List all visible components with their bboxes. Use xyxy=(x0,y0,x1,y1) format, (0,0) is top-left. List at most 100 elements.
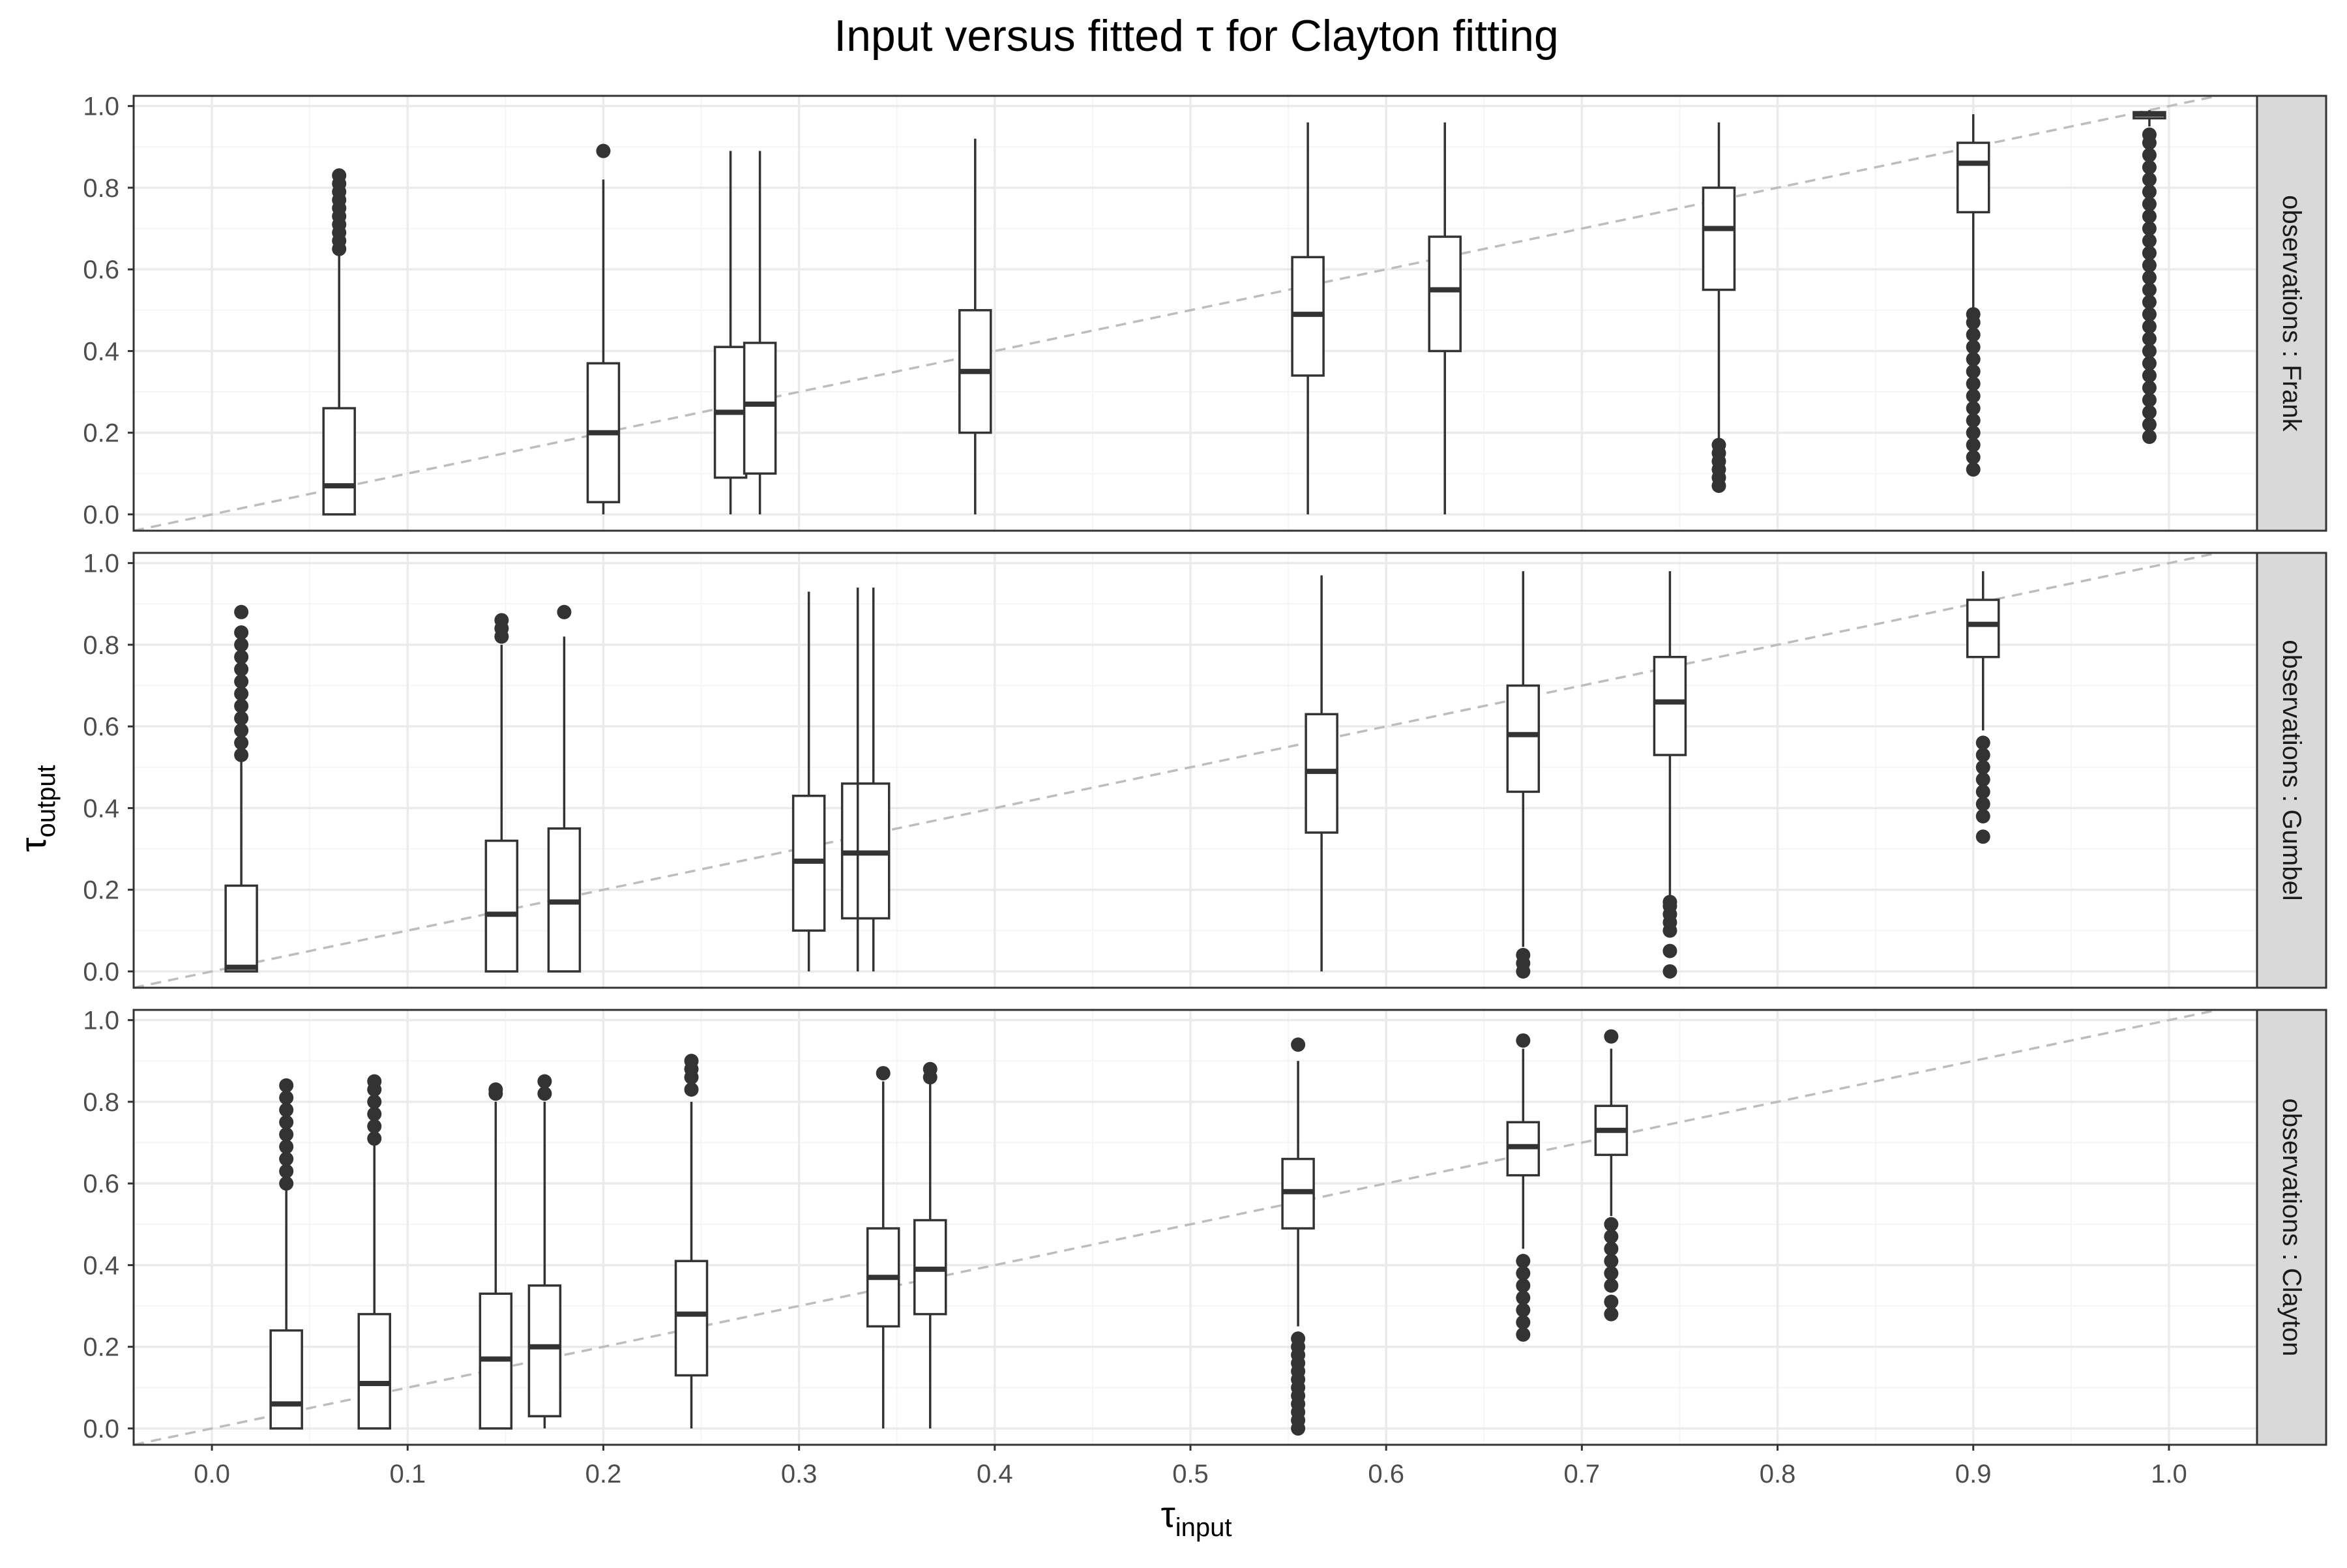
outlier-point xyxy=(279,1176,294,1191)
y-tick-label: 0.8 xyxy=(83,1088,119,1117)
box-iqr xyxy=(1956,141,1990,214)
outlier-point xyxy=(488,1082,503,1097)
y-tick-label: 0.2 xyxy=(83,419,119,448)
boxplot-10 xyxy=(1966,571,2000,844)
box-iqr xyxy=(1428,235,1462,353)
outlier-point xyxy=(367,1074,382,1089)
panel-background xyxy=(134,553,2257,988)
outlier-point xyxy=(2142,196,2157,211)
y-tick-label: 0.4 xyxy=(83,337,119,366)
outlier-point xyxy=(1516,947,1531,962)
outlier-point xyxy=(1604,1217,1619,1232)
boxplot-2 xyxy=(484,613,519,973)
outlier-point xyxy=(2142,307,2157,322)
outlier-point xyxy=(234,604,249,619)
outlier-point xyxy=(234,649,249,664)
outlier-point xyxy=(1975,735,1990,750)
outlier-point xyxy=(876,1066,891,1081)
boxplot-10 xyxy=(2133,110,2166,444)
outlier-point xyxy=(1966,437,1981,452)
outlier-point xyxy=(1662,895,1677,910)
y-tick-label: 1.0 xyxy=(83,93,119,121)
x-axis-title-sub: input xyxy=(1175,1513,1232,1542)
boxplot-6 xyxy=(856,587,891,971)
outlier-point xyxy=(1662,943,1677,958)
outlier-point xyxy=(332,168,347,183)
y-tick-label: 0.8 xyxy=(83,174,119,203)
outlier-point xyxy=(684,1054,699,1069)
outlier-point xyxy=(2142,270,2157,285)
box-iqr xyxy=(1506,684,1541,793)
boxplot-9 xyxy=(1506,1033,1541,1342)
outlier-point xyxy=(1966,389,1981,404)
outlier-point xyxy=(1966,413,1981,428)
outlier-point xyxy=(2142,295,2157,310)
outlier-point xyxy=(1516,1265,1531,1280)
outlier-point xyxy=(2142,380,2157,395)
y-tick-label: 0.0 xyxy=(83,958,119,986)
outlier-point xyxy=(1966,307,1981,322)
boxplot-3 xyxy=(713,151,748,514)
outlier-point xyxy=(1662,964,1677,979)
outlier-point xyxy=(2142,246,2157,261)
box-iqr xyxy=(357,1312,391,1430)
outlier-point xyxy=(1604,1241,1619,1256)
outlier-point xyxy=(494,613,509,628)
boxplot-2 xyxy=(586,143,621,514)
facet-strip xyxy=(2256,1009,2327,1446)
boxplot-10 xyxy=(1594,1029,1629,1322)
outlier-point xyxy=(1516,1327,1531,1342)
box-iqr xyxy=(743,342,777,475)
x-tick-label: 0.5 xyxy=(1172,1460,1209,1488)
boxplot-6 xyxy=(866,1066,900,1428)
outlier-point xyxy=(1975,808,1990,823)
panel-content xyxy=(134,553,2224,988)
outlier-point xyxy=(1975,748,1990,763)
outlier-point xyxy=(2142,356,2157,371)
outlier-point xyxy=(1975,760,1990,775)
box-iqr xyxy=(269,1329,303,1430)
facet-strip xyxy=(2256,95,2327,532)
outlier-point xyxy=(234,662,249,677)
box-iqr xyxy=(1966,599,2000,658)
outlier-point xyxy=(557,604,572,619)
outlier-point xyxy=(2142,368,2157,383)
y-tick-label: 0.6 xyxy=(83,256,119,284)
y-axis-title-main: τ xyxy=(12,838,53,852)
outlier-point xyxy=(2142,405,2157,420)
x-tick-label: 0.7 xyxy=(1564,1460,1601,1488)
x-tick-label: 0.6 xyxy=(1368,1460,1404,1488)
outlier-point xyxy=(2142,147,2157,162)
y-tick-label: 1.0 xyxy=(83,1007,119,1035)
outlier-point xyxy=(1516,1278,1531,1293)
outlier-point xyxy=(1966,364,1981,379)
outlier-point xyxy=(2142,233,2157,248)
outlier-point xyxy=(279,1090,294,1105)
outlier-point xyxy=(2142,127,2157,142)
facet-strip-label: observations : Frank xyxy=(2277,195,2306,432)
outlier-point xyxy=(367,1106,382,1121)
outlier-point xyxy=(1516,1303,1531,1318)
outlier-point xyxy=(1966,425,1981,440)
boxplot-9 xyxy=(1653,571,1687,979)
outlier-point xyxy=(279,1151,294,1166)
boxplot-4 xyxy=(791,591,826,971)
x-tick-label: 0.2 xyxy=(585,1460,622,1488)
outlier-point xyxy=(279,1078,294,1093)
outlier-point xyxy=(2142,392,2157,407)
x-tick-label: 0.8 xyxy=(1760,1460,1796,1488)
panel-background xyxy=(134,1010,2257,1445)
box-iqr xyxy=(1653,655,1687,756)
facet-strip-label: observations : Clayton xyxy=(2277,1099,2306,1357)
panel-content xyxy=(134,96,2224,531)
outlier-point xyxy=(279,1127,294,1142)
outlier-point xyxy=(1975,784,1990,799)
outlier-point xyxy=(234,674,249,689)
panel-background xyxy=(134,96,2257,531)
boxplot-6 xyxy=(1291,122,1325,514)
outlier-point xyxy=(279,1115,294,1130)
boxplot-1 xyxy=(224,604,258,973)
y-tick-label: 0.0 xyxy=(83,501,119,529)
